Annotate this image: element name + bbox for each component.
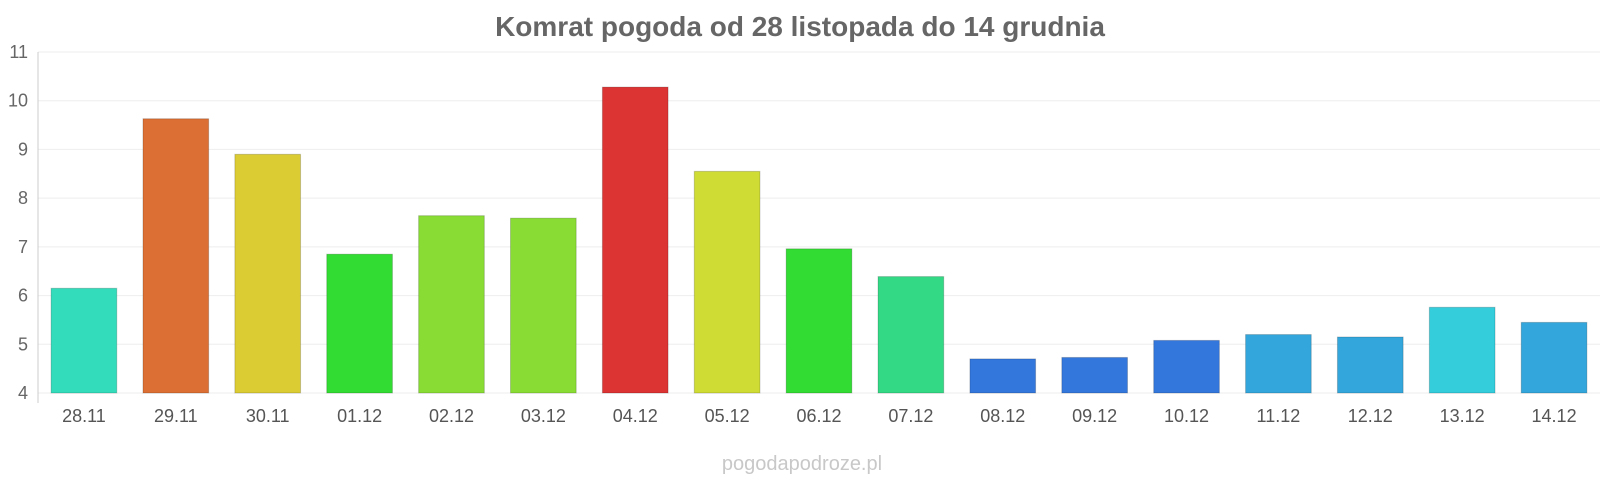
bar-03.12 (510, 217, 577, 394)
bar-02.12 (418, 215, 485, 394)
bar-09.12 (1061, 356, 1128, 394)
x-tick-label: 03.12 (521, 406, 566, 426)
x-tick-label: 09.12 (1072, 406, 1117, 426)
x-tick-label: 06.12 (796, 406, 841, 426)
watermark: pogodapodroze.pl (722, 453, 882, 475)
bar-12.12 (1336, 336, 1404, 394)
y-tick-label: 8 (18, 188, 28, 208)
x-tick-label: 02.12 (429, 406, 474, 426)
x-tick-label: 29.11 (154, 406, 198, 426)
x-tick-label: 12.12 (1348, 406, 1393, 426)
y-tick-label: 4 (18, 383, 28, 403)
y-tick-label: 10 (8, 91, 28, 111)
bar-14.12 (1520, 321, 1588, 394)
bar-07.12 (877, 276, 945, 394)
bar-13.12 (1428, 306, 1496, 394)
bars (50, 86, 1588, 394)
x-tick-label: 04.12 (613, 406, 658, 426)
y-tick-label: 6 (18, 286, 28, 306)
x-tick-label: 08.12 (980, 406, 1025, 426)
x-tick-label: 30.11 (246, 406, 290, 426)
bar-01.12 (326, 253, 393, 394)
bar-30.11 (234, 153, 302, 394)
x-tick-label: 11.12 (1257, 406, 1301, 426)
bar-08.12 (969, 358, 1037, 394)
x-tick-label: 13.12 (1440, 406, 1485, 426)
x-axis-ticks: 28.11 29.11 30.11 01.12 02.12 03.12 04.12 05.12… (62, 406, 1577, 426)
bar-11.12 (1245, 334, 1312, 394)
y-tick-label: 9 (18, 139, 28, 159)
bar-29.11 (142, 118, 210, 394)
x-tick-label: 28.11 (62, 406, 106, 426)
bar-10.12 (1153, 339, 1220, 394)
bar-06.12 (785, 248, 853, 394)
x-tick-label: 07.12 (888, 406, 933, 426)
chart-title: Komrat pogoda od 28 listopada do 14 grud… (495, 11, 1105, 42)
y-tick-label: 7 (18, 237, 28, 257)
x-tick-label: 05.12 (705, 406, 750, 426)
bar-05.12 (693, 170, 761, 394)
x-tick-label: 10.12 (1164, 406, 1209, 426)
y-tick-label: 5 (18, 334, 28, 354)
x-tick-label: 14.12 (1532, 406, 1577, 426)
y-axis-ticks: 4 5 6 7 8 9 10 11 (8, 42, 28, 403)
bar-28.11 (50, 287, 118, 394)
y-tick-label: 11 (9, 42, 28, 62)
bar-04.12 (601, 86, 669, 394)
x-tick-label: 01.12 (337, 406, 382, 426)
